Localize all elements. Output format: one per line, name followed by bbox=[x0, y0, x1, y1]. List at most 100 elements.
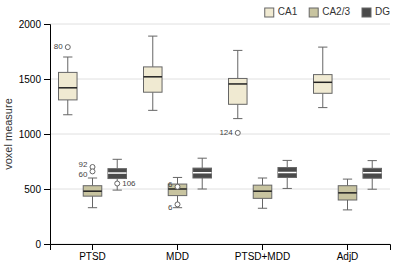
cap-low bbox=[233, 118, 242, 119]
whisker-high bbox=[202, 158, 203, 168]
whisker-high bbox=[67, 57, 68, 72]
whisker-low bbox=[287, 177, 288, 188]
median bbox=[338, 192, 357, 194]
y-tick-label: 500 bbox=[24, 184, 41, 195]
whisker-low bbox=[322, 93, 323, 107]
whisker-high bbox=[322, 47, 323, 75]
box bbox=[363, 161, 382, 190]
box-body bbox=[363, 168, 382, 178]
y-tick: 0 bbox=[35, 239, 50, 250]
cap-low bbox=[148, 110, 157, 111]
x-tick-mark bbox=[262, 244, 263, 250]
cap-high bbox=[63, 57, 72, 58]
box bbox=[59, 45, 78, 115]
median bbox=[83, 190, 102, 192]
y-axis-line bbox=[44, 25, 51, 245]
median bbox=[278, 172, 297, 174]
cap-high bbox=[233, 50, 242, 51]
box-body bbox=[278, 168, 297, 178]
box-series bbox=[108, 158, 382, 190]
x-axis-line bbox=[51, 245, 391, 251]
cap-high bbox=[148, 36, 157, 37]
median bbox=[108, 172, 127, 174]
x-tick: MDD bbox=[166, 244, 189, 262]
annotations: 80124926010666 bbox=[54, 42, 233, 212]
annotation: 60 bbox=[79, 170, 88, 179]
legend-label: DG bbox=[375, 6, 390, 17]
legend-label: CA2/3 bbox=[322, 6, 350, 17]
whisker-high bbox=[117, 159, 118, 168]
whisker-low bbox=[262, 198, 263, 208]
y-tick-label: 0 bbox=[35, 239, 41, 250]
y-tick-label: 2000 bbox=[19, 19, 42, 30]
x-tick-mark bbox=[347, 244, 348, 250]
annotation: 80 bbox=[54, 42, 63, 51]
chart-svg: 0500100015002000PTSDMDDPTSD+MDDAdjD80124… bbox=[0, 0, 400, 266]
x-tick-label: PTSD bbox=[79, 251, 106, 262]
x-tick-label: PTSD+MDD bbox=[235, 251, 290, 262]
y-tick-mark bbox=[44, 244, 50, 245]
legend-item: CA2/3 bbox=[309, 6, 350, 17]
grid-line bbox=[50, 24, 390, 25]
cap-high bbox=[368, 160, 377, 161]
annotation: 92 bbox=[79, 160, 88, 169]
whisker-low bbox=[372, 178, 373, 189]
cap-high bbox=[113, 159, 122, 160]
y-tick: 1500 bbox=[19, 74, 50, 85]
box bbox=[278, 160, 297, 188]
annotation: 6 bbox=[168, 180, 173, 189]
whisker-low bbox=[237, 104, 238, 118]
median bbox=[229, 83, 248, 85]
box bbox=[144, 36, 163, 110]
whisker-low bbox=[152, 92, 153, 110]
x-tick-mark bbox=[177, 244, 178, 250]
y-tick-mark bbox=[44, 79, 50, 80]
flier bbox=[115, 181, 120, 186]
cap-low bbox=[258, 208, 267, 209]
cap-high bbox=[343, 179, 352, 180]
whisker-high bbox=[347, 179, 348, 186]
x-tick-label: MDD bbox=[166, 251, 189, 262]
x-tick-label: AdjD bbox=[337, 251, 359, 262]
x-axis: PTSD MDD PTSD+MDD AdjD bbox=[51, 244, 391, 262]
whisker-high bbox=[372, 161, 373, 169]
marks bbox=[59, 36, 382, 210]
median bbox=[314, 82, 333, 84]
x-tick-mark bbox=[92, 244, 93, 250]
box-body bbox=[229, 78, 248, 104]
legend-label: CA1 bbox=[278, 6, 298, 17]
x-tick: PTSD bbox=[79, 244, 106, 262]
whisker-high bbox=[287, 160, 288, 167]
cap-low bbox=[113, 190, 122, 191]
x-tick: AdjD bbox=[337, 244, 359, 262]
annotation: 124 bbox=[219, 128, 233, 137]
y-tick-mark bbox=[44, 134, 50, 135]
whisker-high bbox=[177, 177, 178, 184]
cap-low bbox=[343, 209, 352, 210]
grid bbox=[50, 24, 390, 244]
whisker-high bbox=[92, 178, 93, 186]
whisker-low bbox=[67, 100, 68, 115]
flier bbox=[65, 45, 70, 50]
annotation: 106 bbox=[122, 179, 136, 188]
box-body bbox=[338, 186, 357, 200]
cap-high bbox=[173, 177, 182, 178]
cap-low bbox=[88, 207, 97, 208]
legend-swatch bbox=[309, 8, 318, 17]
plot-area: 0500100015002000PTSDMDDPTSD+MDDAdjD80124… bbox=[19, 19, 391, 262]
cap-low bbox=[318, 107, 327, 108]
y-tick: 2000 bbox=[19, 19, 50, 30]
y-tick-label: 1500 bbox=[19, 74, 42, 85]
cap-low bbox=[198, 189, 207, 190]
legend: CA1 CA2/3 DG bbox=[265, 6, 390, 17]
y-axis: 0500100015002000 bbox=[19, 19, 51, 250]
median bbox=[363, 172, 382, 174]
box-body bbox=[253, 185, 272, 198]
cap-low bbox=[63, 114, 72, 115]
whisker-low bbox=[202, 178, 203, 189]
y-tick-mark bbox=[44, 24, 50, 25]
chart: 0500100015002000PTSDMDDPTSD+MDDAdjD80124… bbox=[0, 0, 400, 266]
x-tick: PTSD+MDD bbox=[235, 244, 290, 262]
cap-high bbox=[318, 47, 327, 48]
y-axis-title: voxel measure bbox=[2, 98, 14, 170]
